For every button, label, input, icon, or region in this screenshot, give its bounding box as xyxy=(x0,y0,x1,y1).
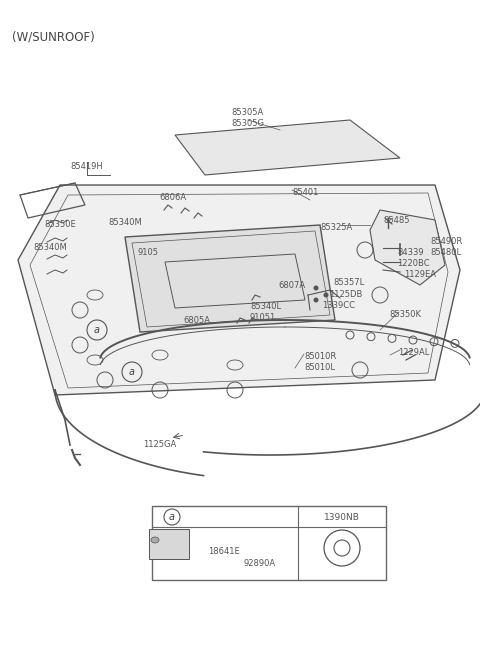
Text: 85305G: 85305G xyxy=(231,119,264,128)
Text: 6807A: 6807A xyxy=(278,281,305,290)
Text: 91051: 91051 xyxy=(249,313,275,322)
Text: 85350E: 85350E xyxy=(44,220,76,229)
Text: 84339: 84339 xyxy=(397,248,424,257)
Text: 85480L: 85480L xyxy=(430,248,461,257)
Text: 1390NB: 1390NB xyxy=(324,512,360,521)
Polygon shape xyxy=(175,120,400,175)
Text: 85340M: 85340M xyxy=(108,218,142,227)
Text: 85350K: 85350K xyxy=(389,310,421,319)
Text: 92890A: 92890A xyxy=(243,559,275,567)
Text: 85325A: 85325A xyxy=(320,223,352,232)
Text: 85010L: 85010L xyxy=(304,363,335,372)
Text: 1129EA: 1129EA xyxy=(404,270,436,279)
Text: 9105: 9105 xyxy=(138,248,159,257)
Circle shape xyxy=(313,298,319,302)
Text: 85305A: 85305A xyxy=(232,108,264,117)
Text: 1229AL: 1229AL xyxy=(398,348,430,357)
Text: 85357L: 85357L xyxy=(333,278,364,287)
Text: 6805A: 6805A xyxy=(183,316,210,325)
Text: a: a xyxy=(94,325,100,335)
Polygon shape xyxy=(18,185,460,395)
Text: 18641E: 18641E xyxy=(208,547,240,556)
Text: 1125DB: 1125DB xyxy=(329,290,362,299)
Polygon shape xyxy=(125,225,335,332)
Text: 85340M: 85340M xyxy=(33,243,67,252)
Text: 85401: 85401 xyxy=(292,188,318,197)
Text: 85340L: 85340L xyxy=(250,302,281,311)
Text: 85485: 85485 xyxy=(383,216,409,225)
Text: a: a xyxy=(169,512,175,522)
Ellipse shape xyxy=(151,537,159,543)
Text: 85419H: 85419H xyxy=(71,162,103,171)
Text: (W/SUNROOF): (W/SUNROOF) xyxy=(12,30,95,43)
Circle shape xyxy=(313,286,319,291)
Text: 6806A: 6806A xyxy=(159,193,186,202)
Circle shape xyxy=(324,293,328,298)
Text: 1125GA: 1125GA xyxy=(143,440,176,449)
Text: 1339CC: 1339CC xyxy=(322,301,355,310)
Bar xyxy=(152,506,386,580)
Text: 85490R: 85490R xyxy=(430,237,462,246)
Polygon shape xyxy=(370,210,445,285)
Text: 1220BC: 1220BC xyxy=(397,259,430,268)
Text: 85010R: 85010R xyxy=(304,352,336,361)
Text: a: a xyxy=(129,367,135,377)
FancyBboxPatch shape xyxy=(149,529,189,559)
